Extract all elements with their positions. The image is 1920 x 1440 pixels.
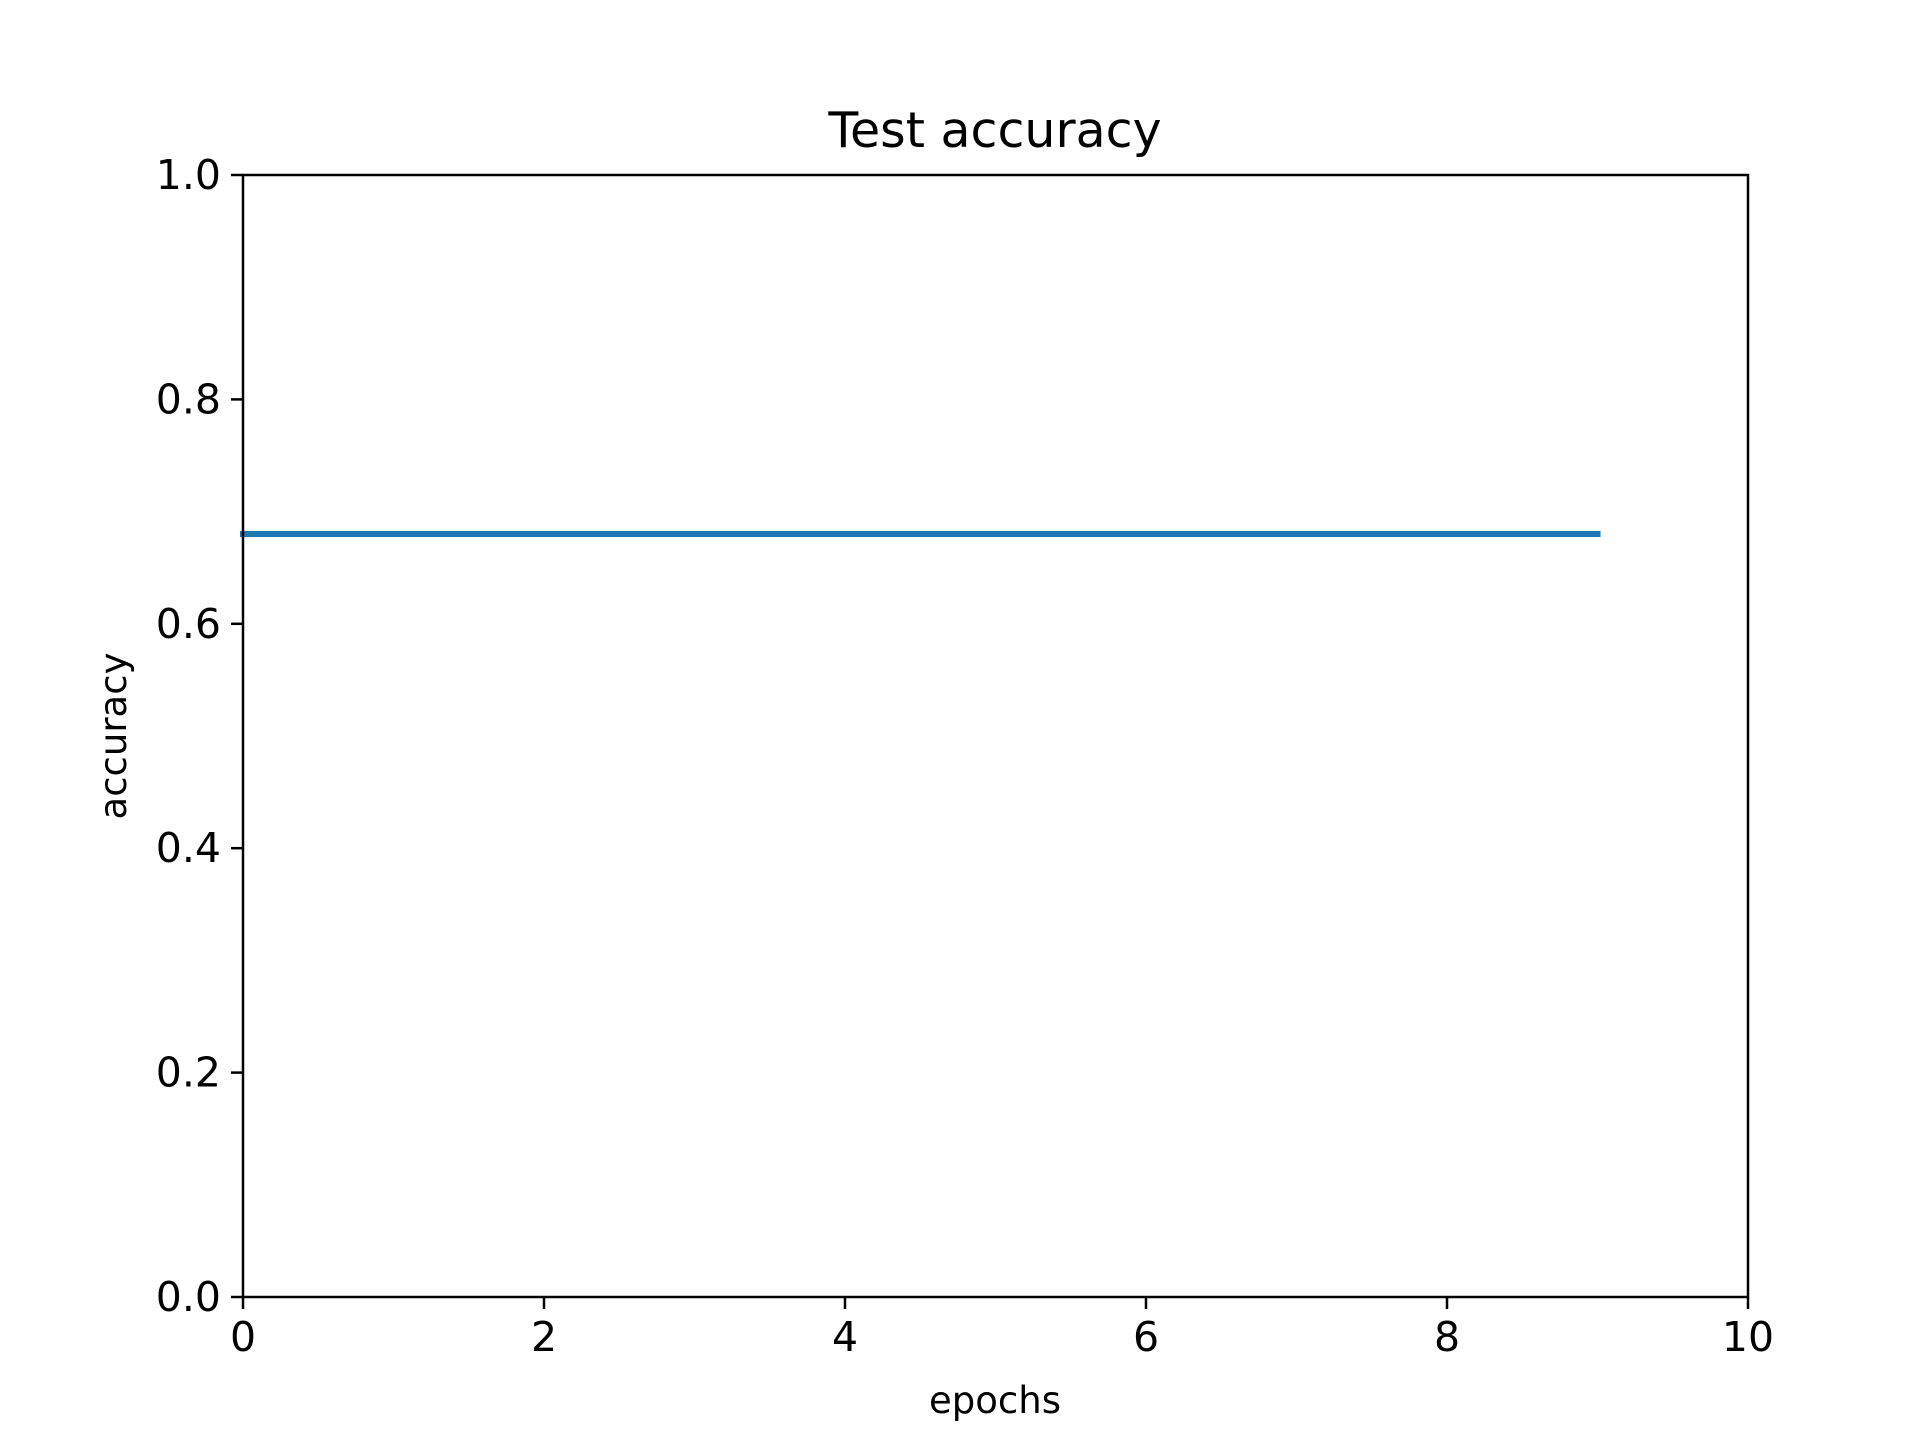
chart-title: Test accuracy — [827, 102, 1161, 159]
x-tick-label: 8 — [1434, 1313, 1460, 1361]
x-tick-label: 4 — [832, 1313, 858, 1361]
x-tick-label: 10 — [1722, 1313, 1774, 1361]
y-tick-label: 1.0 — [156, 151, 221, 199]
y-tick-label: 0.8 — [156, 375, 221, 423]
x-tick-label: 6 — [1133, 1313, 1159, 1361]
x-tick-label: 2 — [531, 1313, 557, 1361]
y-axis-ticks: 0.0 0.2 0.4 0.6 0.8 1.0 — [156, 151, 243, 1321]
y-axis-label: accuracy — [92, 653, 135, 820]
y-tick-label: 0.6 — [156, 600, 221, 648]
x-tick-label: 0 — [230, 1313, 256, 1361]
y-tick-label: 0.0 — [156, 1273, 221, 1321]
x-axis-ticks: 0 2 4 6 8 10 — [230, 1297, 1774, 1361]
y-tick-label: 0.4 — [156, 824, 221, 872]
plot-frame — [241, 173, 1750, 1299]
x-axis-label: epochs — [929, 1379, 1061, 1422]
y-tick-label: 0.2 — [156, 1049, 221, 1097]
